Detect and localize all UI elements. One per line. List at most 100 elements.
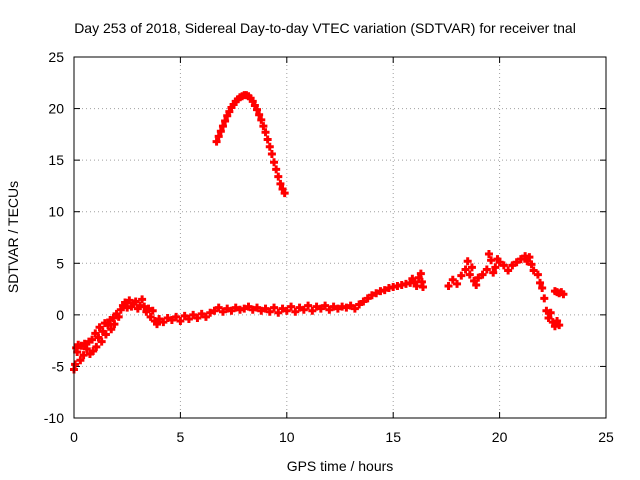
- data-point: [525, 253, 534, 262]
- data-point: [206, 308, 215, 317]
- data-point: [146, 312, 155, 321]
- data-point: [478, 270, 487, 279]
- data-point: [321, 301, 330, 310]
- data-point: [325, 305, 334, 314]
- data-point: [253, 105, 262, 114]
- x-tick-label: 25: [598, 429, 614, 445]
- data-point: [304, 301, 313, 310]
- data-point: [316, 304, 325, 313]
- data-point: [474, 273, 483, 282]
- data-point: [457, 271, 466, 280]
- data-point: [542, 306, 551, 315]
- data-point: [372, 289, 381, 298]
- data-point: [159, 318, 168, 327]
- data-point: [350, 304, 359, 313]
- data-point: [465, 270, 474, 279]
- data-point: [240, 304, 249, 313]
- data-point: [73, 347, 82, 356]
- data-point: [155, 314, 164, 323]
- data-point: [71, 360, 80, 369]
- data-point: [263, 135, 272, 144]
- data-point: [216, 127, 225, 136]
- data-point: [214, 303, 223, 312]
- data-point: [287, 302, 296, 311]
- data-point: [489, 268, 498, 277]
- data-point: [148, 306, 157, 315]
- data-point: [308, 306, 317, 315]
- data-point: [499, 261, 508, 270]
- data-point: [418, 283, 427, 292]
- data-point: [212, 137, 221, 146]
- data-point: [110, 320, 119, 329]
- data-point: [546, 308, 555, 317]
- data-point: [527, 260, 536, 269]
- data-point: [559, 290, 568, 299]
- data-point: [467, 263, 476, 272]
- data-point: [367, 291, 376, 300]
- x-tick-label: 15: [385, 429, 401, 445]
- data-point: [463, 257, 472, 266]
- data-point: [355, 300, 364, 309]
- data-point: [276, 179, 285, 188]
- data-point: [508, 261, 517, 270]
- data-point: [184, 314, 193, 323]
- plot-frame: [73, 56, 607, 419]
- data-point: [461, 265, 470, 274]
- data-point: [272, 165, 281, 174]
- y-tick-label: 10: [48, 204, 64, 220]
- data-point: [92, 342, 101, 351]
- data-point: [278, 304, 287, 313]
- data-point: [295, 303, 304, 312]
- data-point: [97, 337, 106, 346]
- data-point: [114, 312, 123, 321]
- data-point: [214, 132, 223, 141]
- data-point: [201, 312, 210, 321]
- data-point: [555, 321, 564, 330]
- data-point: [484, 250, 493, 259]
- data-point: [218, 307, 227, 316]
- data-point: [248, 305, 257, 314]
- data-point: [512, 258, 521, 267]
- data-point: [257, 115, 266, 124]
- y-tick-label: -10: [44, 410, 64, 426]
- data-point: [333, 304, 342, 313]
- axis-ticks: 0 5 10 15 20 25 -10 -5 0 5 10 15 20 25: [44, 49, 614, 445]
- chart-title: Day 253 of 2018, Sidereal Day-to-day VTE…: [74, 20, 576, 36]
- data-point: [291, 307, 300, 316]
- data-point: [270, 158, 279, 167]
- data-points: [70, 91, 568, 374]
- data-point: [270, 303, 279, 312]
- data-point: [329, 302, 338, 311]
- data-point: [299, 305, 308, 314]
- data-point: [152, 320, 161, 329]
- data-point: [88, 335, 97, 344]
- data-point: [180, 311, 189, 320]
- data-point: [282, 306, 291, 315]
- y-tick-label: 20: [48, 101, 64, 117]
- data-point: [261, 304, 270, 313]
- data-point: [380, 286, 389, 295]
- data-point: [416, 269, 425, 278]
- data-point: [80, 339, 89, 348]
- data-point: [261, 128, 270, 137]
- data-point: [444, 281, 453, 290]
- data-point: [227, 306, 236, 315]
- data-point: [172, 312, 181, 321]
- data-point: [342, 303, 351, 312]
- data-point: [265, 307, 274, 316]
- data-point: [346, 301, 355, 310]
- x-tick-label: 10: [279, 429, 295, 445]
- data-point: [107, 325, 116, 334]
- y-tick-label: 25: [48, 49, 64, 65]
- y-tick-label: 5: [56, 255, 64, 271]
- x-tick-label: 20: [492, 429, 508, 445]
- data-point: [138, 295, 147, 304]
- data-point: [495, 258, 504, 267]
- x-axis-label: GPS time / hours: [287, 458, 394, 474]
- data-point: [255, 110, 264, 119]
- data-point: [218, 122, 227, 131]
- y-tick-label: -5: [52, 358, 65, 374]
- y-tick-label: 0: [56, 307, 64, 323]
- data-point: [167, 316, 176, 325]
